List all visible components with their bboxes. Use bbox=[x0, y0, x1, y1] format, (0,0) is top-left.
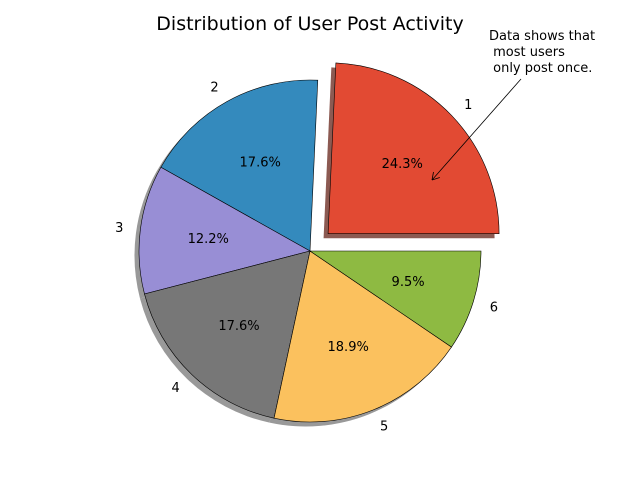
pie-slice-2 bbox=[160, 79, 319, 252]
slice-layer bbox=[138, 62, 500, 423]
slice-percent-4: 17.6% bbox=[218, 319, 259, 334]
label-layer: 1 24.3% 2 17.6% 3 12.2% 4 17.6% 5 18.9% 6 9.5% bbox=[115, 81, 498, 435]
annotation-text: Data shows that most users only post onc… bbox=[489, 29, 599, 76]
pie-slice-5 bbox=[273, 250, 452, 423]
slice-label-1: 1 bbox=[464, 98, 472, 113]
slice-percent-2: 17.6% bbox=[240, 155, 281, 170]
slice-percent-3: 12.2% bbox=[188, 232, 229, 247]
slice-label-3: 3 bbox=[115, 221, 123, 236]
slice-percent-1: 24.3% bbox=[382, 157, 423, 172]
annotation-line-2: most users bbox=[489, 45, 565, 60]
pie-slice-4 bbox=[144, 250, 311, 419]
annotation-arrowhead bbox=[431, 171, 440, 181]
annotation-arrow-line bbox=[431, 78, 522, 181]
slice-percent-6: 9.5% bbox=[392, 275, 425, 290]
chart-title: Distribution of User Post Activity bbox=[156, 13, 463, 35]
annotation: Data shows that most users only post onc… bbox=[431, 29, 599, 181]
slice-label-6: 6 bbox=[490, 300, 498, 315]
pie-slice-6 bbox=[309, 250, 482, 348]
annotation-line-3: only post once. bbox=[489, 61, 592, 76]
pie-slice-3 bbox=[138, 166, 311, 295]
annotation-line-1: Data shows that bbox=[489, 29, 595, 44]
slice-percent-5: 18.9% bbox=[328, 340, 369, 355]
slice-label-4: 4 bbox=[172, 381, 180, 396]
slice-label-5: 5 bbox=[380, 420, 388, 435]
pie-slice-1 bbox=[327, 62, 500, 235]
slice-label-2: 2 bbox=[210, 81, 218, 96]
